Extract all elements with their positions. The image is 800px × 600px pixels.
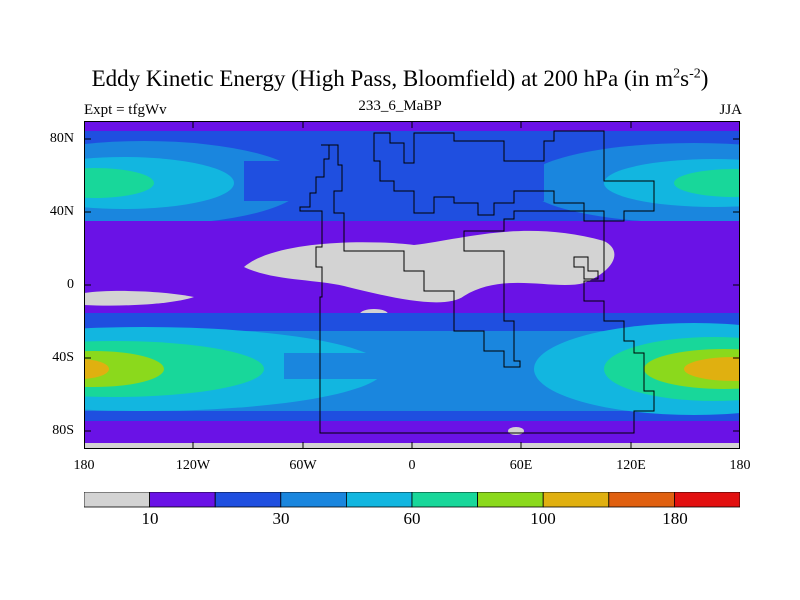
colorbar-swatch — [149, 492, 216, 508]
lon-label-180e: 180 — [729, 458, 751, 473]
colorbar-swatch — [477, 492, 544, 508]
lat-ticks — [84, 138, 740, 432]
lat-label-80n: 80N — [49, 131, 74, 146]
lon-label-0: 0 — [408, 458, 416, 473]
colorbar-swatch — [608, 492, 675, 508]
colorbar-swatch — [214, 492, 282, 508]
colorbar-swatch — [280, 492, 347, 508]
lat-label-40s: 40S — [52, 350, 74, 365]
colorbar-label-100: 100 — [530, 509, 556, 528]
colorbar-label-10: 10 — [141, 509, 159, 528]
eke-map — [84, 121, 740, 449]
colorbar-label-60: 60 — [403, 509, 421, 528]
lon-label-120e: 120E — [616, 458, 646, 473]
lon-label-180w: 180 — [73, 458, 95, 473]
tropics-low-eke — [244, 230, 615, 303]
nh-track-east-3 — [674, 169, 740, 197]
lat-label-40n: 40N — [49, 204, 74, 219]
sh-mid-band — [284, 353, 524, 379]
lon-label-120w: 120W — [175, 458, 211, 473]
nh-track-west-3 — [84, 168, 154, 198]
sh-track-east-4 — [684, 357, 740, 381]
colorbar-label-30: 30 — [272, 509, 290, 528]
colorbar-swatch — [345, 492, 413, 508]
lat-label-80s: 80S — [52, 423, 74, 438]
colorbar-swatch — [674, 492, 740, 508]
plot-title: Eddy Kinetic Energy (High Pass, Bloomfie… — [91, 66, 709, 91]
continent-outline-west — [299, 144, 655, 434]
lon-label-60e: 60E — [509, 458, 533, 473]
lon-label-60w: 60W — [289, 458, 317, 473]
colorbar — [84, 492, 740, 508]
lat-label-eq: 0 — [67, 277, 74, 292]
colorbar-swatch — [84, 492, 150, 508]
sh-track-west-4 — [84, 359, 109, 379]
sh-track-west-3 — [84, 351, 164, 387]
colorbar-swatch — [542, 492, 610, 508]
continent-outline-north — [373, 130, 655, 222]
island-outline — [573, 256, 599, 280]
run-label: 233_6_MaBP — [358, 98, 442, 114]
season-label: JJA — [719, 102, 742, 118]
experiment-label: Expt = tfgWv — [84, 102, 167, 118]
colorbar-swatch — [411, 492, 478, 508]
tropics-low-eke-2 — [84, 290, 194, 306]
colorbar-label-180: 180 — [662, 509, 688, 528]
lon-ticks — [192, 121, 632, 449]
sh-grey-patch — [508, 427, 524, 435]
